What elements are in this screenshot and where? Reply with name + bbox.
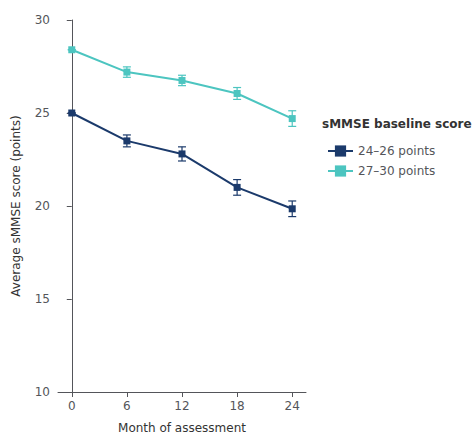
svg-text:30: 30 — [35, 13, 50, 27]
svg-text:12: 12 — [174, 399, 189, 413]
svg-text:27–30 points: 27–30 points — [358, 164, 435, 178]
svg-text:15: 15 — [35, 292, 50, 306]
svg-text:Month of assessment: Month of assessment — [118, 421, 246, 435]
svg-text:20: 20 — [35, 199, 50, 213]
svg-text:sMMSE baseline score: sMMSE baseline score — [322, 117, 472, 131]
svg-text:0: 0 — [68, 399, 76, 413]
svg-text:Average sMMSE score (points): Average sMMSE score (points) — [9, 115, 23, 296]
svg-text:24: 24 — [285, 399, 300, 413]
svg-text:24–26 points: 24–26 points — [358, 144, 435, 158]
svg-text:6: 6 — [123, 399, 131, 413]
svg-text:10: 10 — [35, 385, 50, 399]
svg-text:25: 25 — [35, 106, 50, 120]
svg-text:18: 18 — [229, 399, 244, 413]
